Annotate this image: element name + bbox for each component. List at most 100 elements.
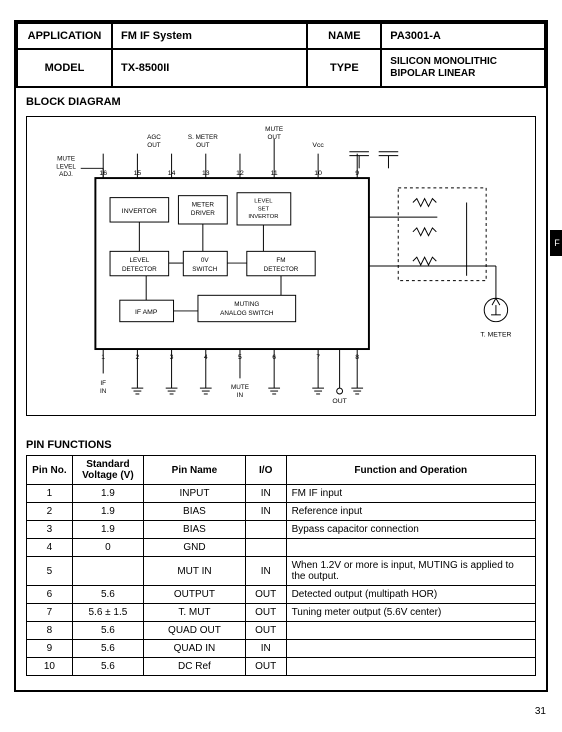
cell-voltage: 5.6 ± 1.5	[72, 604, 143, 622]
cell-io: OUT	[245, 658, 286, 676]
cell-voltage: 0	[72, 539, 143, 557]
out-label: OUT	[332, 398, 347, 405]
cell-pinno: 8	[27, 622, 73, 640]
svg-text:OUT: OUT	[196, 142, 210, 149]
lsi-l1: LEVEL	[254, 199, 273, 205]
cell-pinname: T. MUT	[144, 604, 246, 622]
svg-text:LEVEL: LEVEL	[56, 163, 76, 170]
model-label: MODEL	[17, 49, 112, 87]
cell-func: Detected output (multipath HOR)	[286, 586, 535, 604]
col-func: Function and Operation	[286, 456, 535, 485]
pin-functions-table: Pin No. Standard Voltage (V) Pin Name I/…	[26, 455, 536, 676]
cell-io: OUT	[245, 586, 286, 604]
fmd-l1: FM	[276, 257, 285, 264]
if-amp-block: IF AMP	[135, 309, 158, 316]
cell-io: IN	[245, 503, 286, 521]
cell-func	[286, 622, 535, 640]
application-label: APPLICATION	[17, 23, 112, 49]
cell-io: OUT	[245, 604, 286, 622]
cell-voltage: 1.9	[72, 503, 143, 521]
table-row: 40GND	[27, 539, 536, 557]
name-value: PA3001-A	[381, 23, 545, 49]
cell-pinname: QUAD IN	[144, 640, 246, 658]
block-diagram-title: BLOCK DIAGRAM	[16, 88, 546, 112]
pin-functions-title: PIN FUNCTIONS	[16, 431, 546, 455]
cell-io: IN	[245, 640, 286, 658]
mas-l2: ANALOG SWITCH	[220, 310, 274, 317]
cell-voltage: 5.6	[72, 586, 143, 604]
block-diagram-svg: 16 15 14 13 12 11 10 9 1 2 3 4 5 6 7 8	[26, 116, 536, 416]
cell-pinname: INPUT	[144, 485, 246, 503]
col-io: I/O	[245, 456, 286, 485]
svg-text:IN: IN	[237, 392, 244, 399]
block-diagram-container: 16 15 14 13 12 11 10 9 1 2 3 4 5 6 7 8	[16, 112, 546, 431]
cell-io	[245, 521, 286, 539]
datasheet-page: APPLICATION FM IF System NAME PA3001-A M…	[14, 20, 548, 692]
cell-func: When 1.2V or more is input, MUTING is ap…	[286, 557, 535, 586]
agc-out-label: AGC	[147, 134, 161, 141]
meter-driver-block-l1: METER	[192, 201, 215, 208]
svg-text:ADJ.: ADJ.	[59, 171, 73, 178]
model-value: TX-8500II	[112, 49, 307, 87]
cell-pinname: DC Ref	[144, 658, 246, 676]
type-label: TYPE	[307, 49, 381, 87]
cell-func	[286, 539, 535, 557]
table-row: 31.9BIASBypass capacitor connection	[27, 521, 536, 539]
table-row: 75.6 ± 1.5T. MUTOUTTuning meter output (…	[27, 604, 536, 622]
table-row: 95.6QUAD ININ	[27, 640, 536, 658]
cell-io	[245, 539, 286, 557]
cell-pinno: 1	[27, 485, 73, 503]
cell-pinno: 6	[27, 586, 73, 604]
table-row: 5 MUT ININWhen 1.2V or more is input, MUT…	[27, 557, 536, 586]
smeter-out-label: S. METER	[188, 134, 218, 141]
cell-pinname: MUT IN	[144, 557, 246, 586]
if-in-label: IF	[100, 380, 106, 387]
ov-l1: 0V	[201, 257, 210, 264]
cell-voltage: 5.6	[72, 658, 143, 676]
invertor-block: INVERTOR	[122, 208, 157, 215]
cell-pinname: OUTPUT	[144, 586, 246, 604]
cell-func	[286, 640, 535, 658]
cell-pinname: QUAD OUT	[144, 622, 246, 640]
table-row: 21.9BIASINReference input	[27, 503, 536, 521]
name-label: NAME	[307, 23, 381, 49]
cell-func	[286, 658, 535, 676]
ld-l1: LEVEL	[129, 257, 149, 264]
cell-pinno: 4	[27, 539, 73, 557]
cell-pinno: 7	[27, 604, 73, 622]
header-table: APPLICATION FM IF System NAME PA3001-A M…	[16, 22, 546, 88]
ld-l2: DETECTOR	[122, 266, 157, 273]
application-value: FM IF System	[112, 23, 307, 49]
table-row: 11.9INPUTINFM IF input	[27, 485, 536, 503]
type-value: SILICON MONOLITHIC BIPOLAR LINEAR	[381, 49, 545, 87]
cell-io: OUT	[245, 622, 286, 640]
cell-func: Bypass capacitor connection	[286, 521, 535, 539]
cell-pinno: 2	[27, 503, 73, 521]
table-row: 85.6QUAD OUTOUT	[27, 622, 536, 640]
mas-l1: MUTING	[234, 301, 259, 308]
table-row: 105.6DC RefOUT	[27, 658, 536, 676]
cell-io: IN	[245, 557, 286, 586]
mute-in-label: MUTE	[231, 384, 249, 391]
lsi-l2: SET	[258, 206, 270, 212]
fmd-l2: DETECTOR	[264, 266, 299, 273]
cell-voltage: 5.6	[72, 640, 143, 658]
col-pinname: Pin Name	[144, 456, 246, 485]
side-tab: F	[550, 230, 562, 256]
t-meter-label: T. METER	[480, 331, 511, 338]
cell-voltage: 1.9	[72, 521, 143, 539]
cell-pinname: BIAS	[144, 521, 246, 539]
mute-level-adj-label: MUTE	[57, 155, 75, 162]
cell-pinno: 5	[27, 557, 73, 586]
cell-func: Tuning meter output (5.6V center)	[286, 604, 535, 622]
svg-text:OUT: OUT	[267, 134, 281, 141]
cell-io: IN	[245, 485, 286, 503]
cell-voltage: 5.6	[72, 622, 143, 640]
col-voltage: Standard Voltage (V)	[72, 456, 143, 485]
svg-text:IN: IN	[100, 388, 107, 395]
cell-pinno: 9	[27, 640, 73, 658]
cell-pinname: GND	[144, 539, 246, 557]
cell-func: Reference input	[286, 503, 535, 521]
page-number: 31	[0, 702, 562, 723]
cell-pinname: BIAS	[144, 503, 246, 521]
